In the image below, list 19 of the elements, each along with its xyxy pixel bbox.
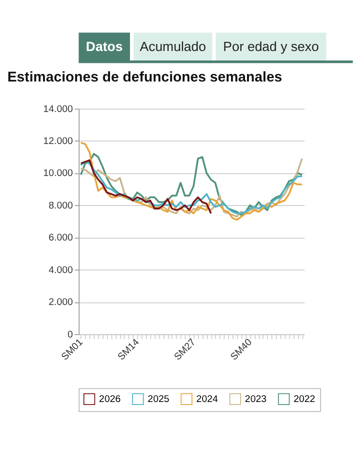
text: Datos: [86, 39, 123, 54]
y-tick-label: 6.000: [48, 232, 74, 244]
y-tick-label: 10.000: [43, 168, 74, 180]
line-series: [80, 142, 303, 221]
legend-label: 2022: [294, 394, 316, 405]
text: Acumulado: [140, 39, 206, 54]
y-tick-label: 8.000: [48, 200, 74, 212]
y-tick-label: 2.000: [48, 297, 74, 308]
legend-label: 2025: [148, 394, 170, 405]
text: Por edad y sexo: [223, 39, 319, 54]
legend-label: 2023: [244, 394, 267, 405]
y-tick-label: 0: [68, 329, 74, 340]
y-tick-label: 14.000: [43, 104, 74, 115]
chart-title: Estimaciones de defunciones semanales: [7, 68, 282, 84]
legend-label: 2024: [196, 394, 219, 405]
y-tick-label: 12.000: [43, 136, 74, 148]
line-series: [80, 159, 212, 214]
legend-label: 2026: [99, 394, 121, 405]
y-tick-label: 4.000: [48, 264, 74, 276]
